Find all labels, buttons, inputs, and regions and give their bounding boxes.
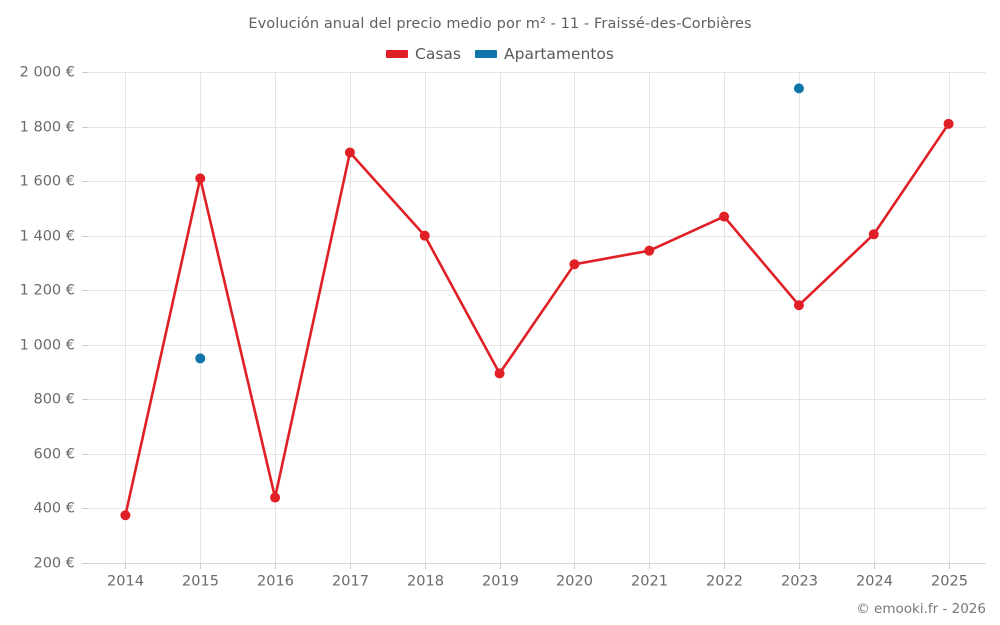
y-axis-tick-label: 2 000 € [20, 65, 75, 81]
legend-item-apartamentos[interactable]: Apartamentos [475, 45, 614, 63]
y-axis-tick-label: 1 200 € [20, 283, 75, 299]
data-point-casas-2014[interactable]: 2014 — Casas: 375 € [120, 510, 131, 521]
y-axis-tick-label: 600 € [33, 447, 75, 463]
data-point-casas-2021[interactable]: 2021 — Casas: 1345 € [644, 245, 655, 256]
y-axis-tick-label: 200 € [33, 556, 75, 572]
chart-legend: Casas Apartamentos [0, 45, 1000, 63]
legend-swatch-apartamentos [475, 50, 497, 58]
legend-item-casas[interactable]: Casas [386, 45, 461, 63]
x-axis-tick-label: 2021 [631, 574, 668, 590]
data-point-casas-2022[interactable]: 2022 — Casas: 1470 € [719, 211, 730, 222]
legend-swatch-casas [386, 50, 409, 58]
data-point-casas-2025[interactable]: 2025 — Casas: 1810 € [943, 118, 954, 129]
data-point-casas-2016[interactable]: 2016 — Casas: 440 € [270, 492, 281, 503]
x-axis-tick-label: 2017 [332, 574, 369, 590]
x-axis-tick-label: 2018 [407, 574, 444, 590]
y-axis-tick-label: 1 400 € [20, 229, 75, 245]
chart-title: Evolución anual del precio medio por m² … [248, 16, 752, 32]
x-axis-tick-label: 2024 [856, 574, 893, 590]
x-axis-tick-label: 2020 [556, 574, 593, 590]
data-point-casas-2019[interactable]: 2019 — Casas: 895 € [494, 368, 505, 379]
data-point-apartamentos-2015[interactable]: 2015 — Apartamentos: 950 € [195, 353, 206, 364]
data-point-casas-2015[interactable]: 2015 — Casas: 1610 € [195, 173, 206, 184]
data-point-casas-2017[interactable]: 2017 — Casas: 1705 € [344, 147, 355, 158]
x-axis-tick-label: 2014 [107, 574, 144, 590]
x-axis-tick-label: 2019 [482, 574, 519, 590]
legend-label-casas: Casas [415, 45, 461, 63]
data-point-casas-2023[interactable]: 2023 — Casas: 1145 € [793, 300, 804, 311]
x-axis-tick-label: 2023 [781, 574, 818, 590]
series-line-casas [124, 122, 950, 517]
x-axis-tick-label: 2022 [706, 574, 743, 590]
y-axis-tick-label: 1 000 € [20, 338, 75, 354]
y-axis-tick-label: 1 600 € [20, 174, 75, 190]
credit-text: © emooki.fr - 2026 [856, 601, 986, 617]
y-axis-tick-label: 800 € [33, 392, 75, 408]
data-point-apartamentos-2023[interactable]: 2023 — Apartamentos: 1940 € [793, 83, 804, 94]
data-point-casas-2020[interactable]: 2020 — Casas: 1295 € [569, 259, 580, 270]
x-axis-tick-label: 2016 [257, 574, 294, 590]
y-axis-tick-label: 1 800 € [20, 120, 75, 136]
legend-label-apartamentos: Apartamentos [504, 45, 614, 63]
x-axis-tick-label: 2025 [931, 574, 968, 590]
y-axis-tick-label: 400 € [33, 501, 75, 517]
data-point-casas-2024[interactable]: 2024 — Casas: 1405 € [868, 229, 879, 240]
x-axis-tick-label: 2015 [182, 574, 219, 590]
